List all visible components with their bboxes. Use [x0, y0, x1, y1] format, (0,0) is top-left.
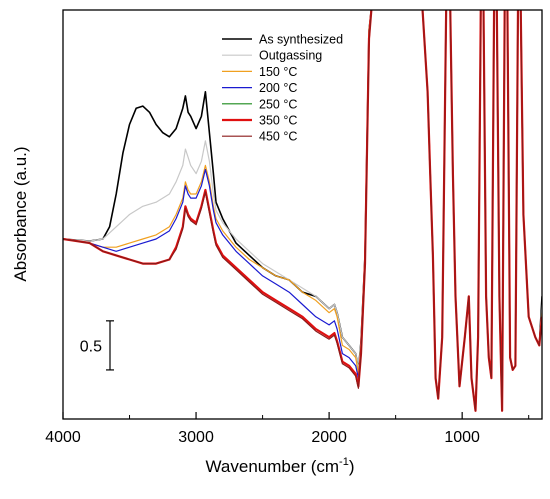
y-axis-label: Absorbance (a.u.) [11, 146, 30, 281]
x-axis: 4000 3000 2000 1000 [45, 412, 530, 446]
legend-label-2: 150 °C [259, 65, 297, 79]
legend-label-1: Outgassing [259, 49, 322, 63]
scale-bar: 0.5 [80, 320, 114, 371]
legend-label-5: 350 °C [259, 114, 297, 128]
x-axis-label: Wavenumber (cm-1) [206, 456, 355, 476]
legend-label-0: As synthesized [259, 33, 343, 47]
legend-label-4: 250 °C [259, 97, 297, 111]
legend-label-3: 200 °C [259, 81, 297, 95]
plot-frame [62, 9, 543, 420]
series-layer [63, 10, 542, 412]
x-tick-label-0: 4000 [45, 429, 81, 446]
x-tick-label-2: 2000 [311, 429, 347, 446]
legend-label-6: 450 °C [259, 130, 297, 144]
series-line-6 [63, 10, 542, 412]
x-tick-label-1: 3000 [178, 429, 214, 446]
x-tick-label-3: 1000 [444, 429, 480, 446]
legend: As synthesized Outgassing 150 °C 200 °C 250 … [222, 33, 343, 144]
scale-bar-label: 0.5 [80, 338, 102, 355]
